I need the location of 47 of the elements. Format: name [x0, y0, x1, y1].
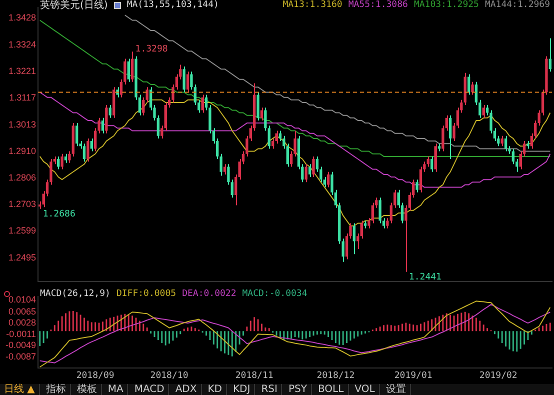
- y-tick-label: 1.3221: [8, 66, 36, 76]
- text: VOL: [350, 384, 380, 395]
- text: 设置: [382, 384, 411, 395]
- y-tick-label: -0.0049: [5, 340, 36, 350]
- y-tick-label: 1.2495: [8, 252, 36, 262]
- text: 日线 ▲: [0, 384, 40, 395]
- text: KD: [204, 384, 227, 395]
- y-tick-label: 1.2599: [8, 226, 36, 236]
- y-tick-label: 0.0065: [8, 306, 36, 316]
- text: MA13:1.3160: [282, 0, 342, 11]
- y-tick-label: 1.2910: [8, 146, 36, 156]
- y-tick-label: 1.3117: [9, 92, 36, 103]
- x-tick-label: 2019/02: [479, 370, 518, 381]
- y-tick-label: 1.3013: [8, 119, 36, 130]
- text: MACD: [130, 384, 170, 395]
- text: RSI: [257, 384, 282, 395]
- text: ADX: [171, 384, 202, 395]
- text: MA144:1.2969: [484, 0, 550, 11]
- y-tick-label: 0.0104: [8, 294, 36, 305]
- annotation: 1.2686: [42, 210, 76, 220]
- text: DIFF:0.0005: [116, 289, 176, 300]
- text: MA103:1.2925: [414, 0, 479, 11]
- y-tick-label: -0.0087: [5, 351, 36, 362]
- chart-subtitle: MA(13,55,103,144): [126, 0, 219, 11]
- x-tick-label: 2018/11: [235, 370, 274, 381]
- y-tick-label: 1.2806: [8, 172, 36, 183]
- x-tick-label: 2018/09: [76, 370, 114, 381]
- y-tick-label: -0.0011: [6, 328, 36, 339]
- text: KDJ: [229, 384, 256, 395]
- text: BOLL: [314, 384, 349, 395]
- text: PSY: [284, 384, 312, 395]
- text: MA: [104, 384, 128, 395]
- annotation: 1.2441: [408, 272, 442, 283]
- x-tick-label: 2018/12: [316, 370, 355, 381]
- text: MA55:1.3086: [348, 0, 408, 11]
- text: MACD:-0.0034: [242, 289, 308, 300]
- x-tick-label: 2019/01: [394, 370, 432, 381]
- x-tick-label: 2018/10: [150, 370, 188, 381]
- text: 指标: [42, 384, 71, 395]
- y-tick-label: 1.3428: [8, 12, 36, 23]
- text: DEA:0.0022: [182, 289, 236, 300]
- y-tick-label: 1.2703: [8, 198, 36, 209]
- annotation: 1.3298: [135, 44, 168, 54]
- y-tick-label: 0.0028: [8, 317, 36, 328]
- y-tick-label: 1.3324: [8, 39, 36, 50]
- text: 模板: [72, 384, 102, 395]
- chart-title: MACD(26,12,9): [40, 289, 110, 300]
